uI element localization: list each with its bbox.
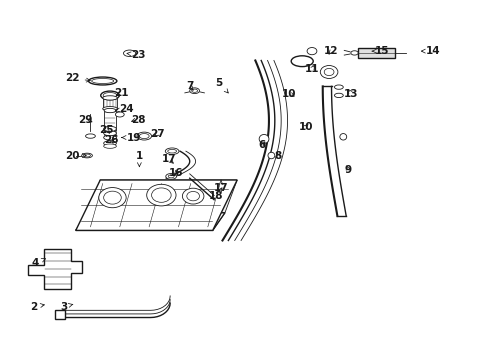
Ellipse shape — [103, 131, 116, 136]
Bar — [102, 98, 117, 109]
Circle shape — [320, 66, 337, 78]
Ellipse shape — [92, 78, 113, 84]
Bar — [55, 310, 65, 319]
Ellipse shape — [103, 135, 116, 140]
Text: 18: 18 — [208, 188, 223, 201]
Bar — [104, 111, 116, 130]
Ellipse shape — [167, 149, 176, 153]
Text: 25: 25 — [99, 125, 114, 135]
Ellipse shape — [103, 126, 116, 131]
Text: 23: 23 — [127, 50, 145, 60]
Text: 17: 17 — [213, 180, 228, 193]
Text: 3: 3 — [60, 302, 73, 312]
Ellipse shape — [165, 148, 179, 154]
Ellipse shape — [295, 58, 308, 64]
Circle shape — [186, 192, 199, 201]
Bar — [104, 134, 116, 135]
Text: 1: 1 — [136, 150, 142, 167]
Text: 20: 20 — [65, 150, 86, 161]
Text: 28: 28 — [130, 114, 145, 125]
Text: 11: 11 — [304, 64, 319, 74]
Ellipse shape — [139, 134, 149, 139]
Ellipse shape — [297, 59, 306, 63]
Circle shape — [182, 188, 203, 204]
Circle shape — [151, 188, 171, 202]
Ellipse shape — [259, 135, 268, 144]
Polygon shape — [28, 249, 82, 289]
Text: 26: 26 — [104, 135, 119, 145]
Bar — [357, 48, 394, 58]
Ellipse shape — [83, 154, 90, 157]
Ellipse shape — [191, 89, 197, 93]
Ellipse shape — [101, 91, 119, 100]
Ellipse shape — [334, 85, 343, 89]
Ellipse shape — [88, 77, 117, 85]
Ellipse shape — [189, 88, 199, 94]
Text: 7: 7 — [185, 81, 193, 91]
Ellipse shape — [104, 128, 116, 132]
Ellipse shape — [103, 144, 116, 148]
Text: 9: 9 — [344, 165, 351, 175]
Circle shape — [324, 68, 333, 76]
Bar — [104, 136, 116, 138]
Text: 24: 24 — [116, 104, 133, 114]
Text: 19: 19 — [122, 132, 142, 143]
Ellipse shape — [165, 174, 176, 179]
Text: 12: 12 — [324, 46, 338, 56]
Polygon shape — [88, 180, 237, 213]
Circle shape — [146, 184, 176, 206]
Ellipse shape — [123, 50, 136, 57]
Ellipse shape — [103, 93, 117, 98]
Ellipse shape — [104, 108, 116, 113]
Ellipse shape — [103, 141, 116, 146]
Bar — [104, 128, 116, 130]
Text: 2: 2 — [30, 302, 44, 312]
Text: 16: 16 — [168, 168, 183, 178]
Circle shape — [99, 188, 126, 208]
Text: 10: 10 — [282, 89, 296, 99]
Ellipse shape — [168, 175, 174, 178]
Polygon shape — [76, 213, 224, 230]
Polygon shape — [76, 180, 237, 230]
Ellipse shape — [339, 134, 346, 140]
Ellipse shape — [81, 153, 92, 158]
Text: 21: 21 — [114, 88, 128, 98]
Text: 13: 13 — [343, 89, 358, 99]
Polygon shape — [76, 213, 224, 230]
Text: 17: 17 — [161, 154, 176, 164]
Ellipse shape — [293, 57, 310, 65]
Text: 29: 29 — [78, 114, 93, 125]
Ellipse shape — [267, 152, 274, 159]
Ellipse shape — [102, 107, 117, 111]
Ellipse shape — [115, 112, 124, 117]
Text: 5: 5 — [215, 78, 228, 93]
Text: 6: 6 — [258, 140, 264, 150]
Text: 27: 27 — [150, 129, 164, 139]
Text: 4: 4 — [31, 258, 45, 268]
Ellipse shape — [102, 96, 117, 100]
Text: 14: 14 — [421, 46, 439, 56]
Circle shape — [103, 191, 121, 204]
Ellipse shape — [350, 51, 357, 55]
Ellipse shape — [334, 93, 343, 98]
Ellipse shape — [137, 132, 151, 140]
Bar — [104, 131, 116, 132]
Text: 15: 15 — [371, 46, 389, 56]
Text: 10: 10 — [298, 122, 312, 132]
Ellipse shape — [290, 56, 312, 67]
Ellipse shape — [85, 134, 95, 138]
Ellipse shape — [291, 57, 312, 66]
Text: 22: 22 — [65, 73, 90, 84]
Circle shape — [306, 48, 316, 55]
Text: 8: 8 — [274, 150, 281, 161]
